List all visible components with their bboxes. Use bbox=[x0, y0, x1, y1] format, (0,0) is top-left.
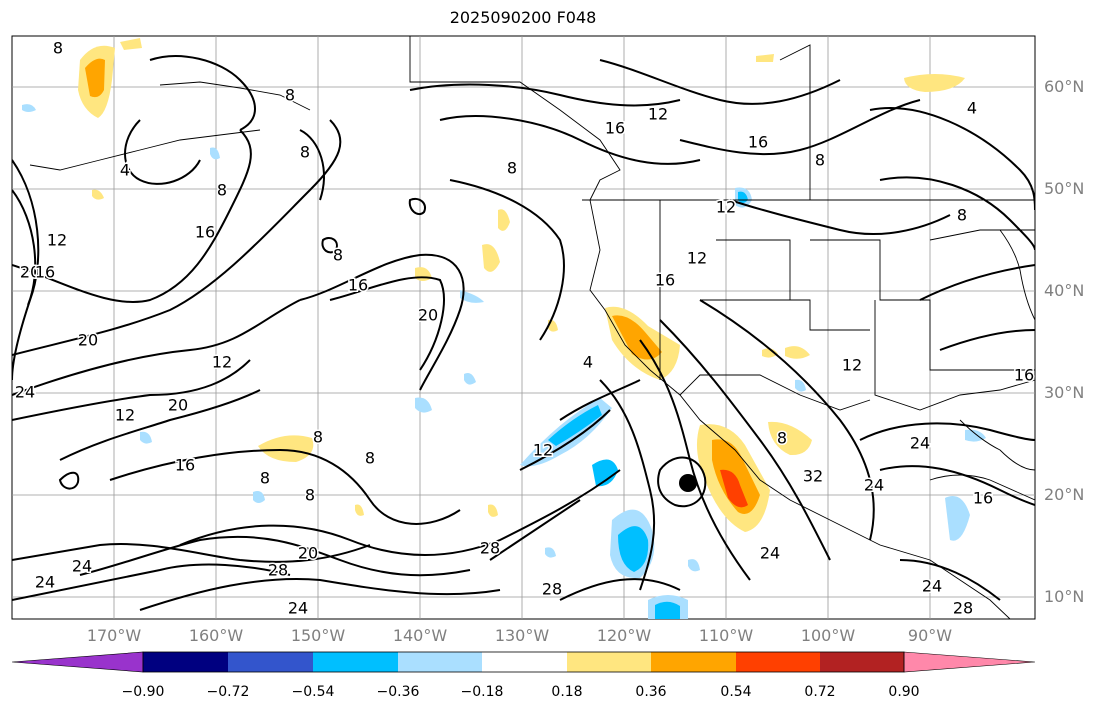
colorbar-bin bbox=[482, 652, 567, 672]
colorbar-bin bbox=[736, 652, 820, 672]
colorbar-bin bbox=[651, 652, 736, 672]
contour-label: 8 bbox=[260, 469, 270, 488]
colorbar-tick-label: −0.54 bbox=[291, 684, 335, 700]
colorbar bbox=[11, 651, 1036, 673]
contour-label: 12 bbox=[716, 198, 736, 217]
lon-label: 150°W bbox=[290, 626, 346, 645]
colorbar-bin bbox=[567, 652, 651, 672]
lat-gridlines bbox=[12, 86, 1035, 598]
lon-label: 120°W bbox=[596, 626, 652, 645]
colorbar-tick-label: 0.18 bbox=[551, 684, 583, 700]
colorbar-tick-label: 0.90 bbox=[888, 684, 920, 700]
lat-label: 10°N bbox=[1044, 587, 1085, 606]
contour-label: 12 bbox=[47, 231, 67, 250]
contour-label: 20 bbox=[78, 331, 98, 350]
colorbar-tick-label: −0.90 bbox=[121, 684, 165, 700]
contour-label: 8 bbox=[285, 86, 295, 105]
contour-label: 8 bbox=[313, 428, 323, 447]
contour-label: 16 bbox=[973, 489, 993, 508]
colorbar-bin bbox=[398, 652, 482, 672]
contour-label: 16 bbox=[348, 276, 368, 295]
contour-label: 16 bbox=[655, 271, 675, 290]
contour-label: 24 bbox=[72, 557, 92, 576]
contour-label: 24 bbox=[288, 599, 308, 618]
contour-label: 20 bbox=[298, 544, 318, 563]
contour-label: 12 bbox=[212, 353, 232, 372]
colorbar-tick-label: 0.54 bbox=[720, 684, 752, 700]
contour-label: 12 bbox=[648, 105, 668, 124]
colorbar-bin bbox=[143, 652, 228, 672]
lon-label: 100°W bbox=[800, 626, 856, 645]
contour-label: 20 bbox=[20, 263, 40, 282]
contour-label: 8 bbox=[300, 143, 310, 162]
colorbar-tick-label: 0.72 bbox=[804, 684, 836, 700]
contour-label: 12 bbox=[115, 406, 135, 425]
contour-label: 8 bbox=[777, 429, 787, 448]
contour-label: 8 bbox=[507, 159, 517, 178]
contour-label: 28 bbox=[953, 599, 973, 618]
lat-label: 40°N bbox=[1044, 281, 1085, 300]
coastlines bbox=[29, 36, 1035, 619]
colorbar-high-extend bbox=[903, 651, 1036, 673]
height-contours bbox=[12, 55, 1035, 611]
colorbar-low-extend bbox=[11, 651, 144, 673]
contour-label: 8 bbox=[365, 449, 375, 468]
lon-label: 110°W bbox=[698, 626, 754, 645]
contour-label: 24 bbox=[910, 434, 930, 453]
lat-label: 20°N bbox=[1044, 485, 1085, 504]
contour-label: 8 bbox=[53, 39, 63, 58]
contour-label: 16 bbox=[175, 456, 195, 475]
contour-label: 24 bbox=[35, 573, 55, 592]
lat-label: 30°N bbox=[1044, 383, 1085, 402]
contour-label: 12 bbox=[687, 249, 707, 268]
contour-label: 4 bbox=[583, 353, 593, 372]
contour-label: 4 bbox=[967, 99, 977, 118]
contour-label: 12 bbox=[842, 356, 862, 375]
lon-label: 160°W bbox=[188, 626, 244, 645]
lon-label: 90°W bbox=[907, 626, 953, 645]
contour-label: 4 bbox=[120, 161, 130, 180]
contour-label: 16 bbox=[748, 133, 768, 152]
map-title: 2025090200 F048 bbox=[449, 8, 597, 27]
colorbar-tick-label: −0.36 bbox=[376, 684, 420, 700]
colorbar-tick-label: 0.36 bbox=[635, 684, 667, 700]
contour-label: 20 bbox=[168, 396, 188, 415]
contour-label: 8 bbox=[305, 486, 315, 505]
contour-label: 16 bbox=[605, 119, 625, 138]
contour-label: 28 bbox=[268, 561, 288, 580]
colorbar-bin bbox=[313, 652, 398, 672]
contour-label: 24 bbox=[864, 476, 884, 495]
contour-label: 8 bbox=[815, 151, 825, 170]
contour-label: 24 bbox=[15, 383, 35, 402]
contour-label: 16 bbox=[35, 263, 55, 282]
storm-center-marker bbox=[679, 474, 697, 492]
contour-label: 32 bbox=[803, 467, 823, 486]
contour-label: 12 bbox=[533, 441, 553, 460]
map-frame bbox=[11, 35, 1036, 620]
contour-label: 28 bbox=[542, 580, 562, 599]
colorbar-bin bbox=[228, 652, 313, 672]
contour-label: 8 bbox=[957, 206, 967, 225]
contour-label: 28 bbox=[480, 539, 500, 558]
colorbar-outline bbox=[142, 651, 905, 673]
contour-label: 24 bbox=[760, 544, 780, 563]
contour-label: 16 bbox=[1014, 366, 1034, 385]
lat-label: 50°N bbox=[1044, 179, 1085, 198]
contour-label: 8 bbox=[333, 246, 343, 265]
colorbar-tick-label: −0.18 bbox=[460, 684, 504, 700]
lon-label: 170°W bbox=[86, 626, 142, 645]
lon-label: 130°W bbox=[494, 626, 550, 645]
contour-label: 16 bbox=[195, 223, 215, 242]
colorbar-bin bbox=[820, 652, 904, 672]
lat-label: 60°N bbox=[1044, 77, 1085, 96]
contour-label: 24 bbox=[922, 577, 942, 596]
contour-label: 20 bbox=[418, 306, 438, 325]
lon-label: 140°W bbox=[392, 626, 448, 645]
contour-label: 8 bbox=[217, 181, 227, 200]
colorbar-tick-label: −0.72 bbox=[206, 684, 250, 700]
